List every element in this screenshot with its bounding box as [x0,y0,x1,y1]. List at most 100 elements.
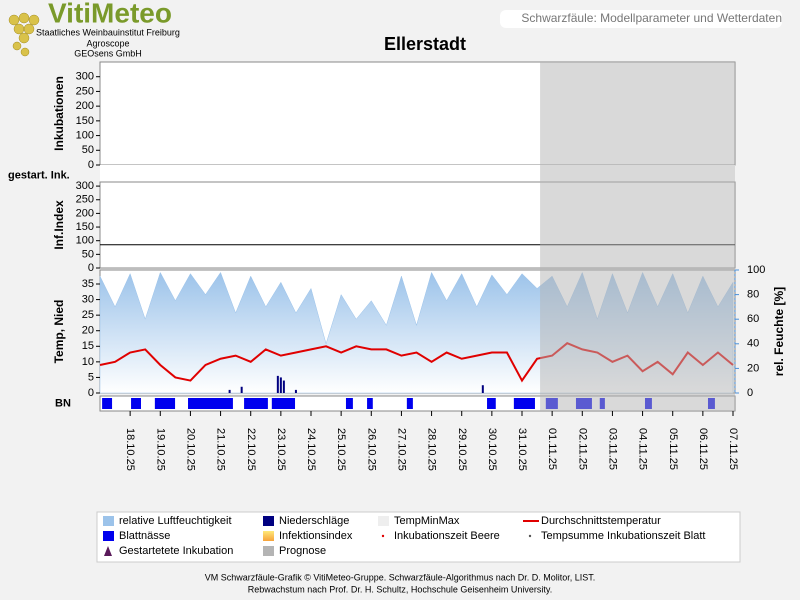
y-tick-label: 5 [88,371,94,383]
logo-line: Agroscope [86,38,129,48]
x-tick-label: 30.10.25 [486,428,498,471]
legend-label: Infektionsindex [279,530,353,542]
y-tick-label: 15 [82,340,94,352]
precip-bar [481,385,484,393]
y-axis-label: Temp, Nied [52,300,66,364]
leaf-wetness [345,398,353,409]
legend-label: relative Luftfeuchtigkeit [119,515,232,527]
legend-label: Tempsumme Inkubationszeit Blatt [541,530,705,542]
leaf-wetness [271,398,296,409]
leaf-wetness [367,398,373,409]
x-tick-label: 21.10.25 [215,428,227,471]
chart-title: Ellerstadt [384,34,466,54]
legend-label: Durchschnittstemperatur [541,515,661,527]
y-tick-label: 200 [76,100,94,112]
footer: VM Schwarzfäule-Grafik © VitiMeteo-Grupp… [205,572,596,582]
legend-swatch [381,534,385,538]
x-tick-label: 23.10.25 [275,428,287,471]
y-tick-label: 35 [82,278,94,290]
row-label: gestart. Ink. [8,169,70,181]
precip-bar [276,375,279,393]
x-tick-label: 20.10.25 [185,428,197,471]
precip-bar [228,389,231,393]
forecast-shade [540,62,735,411]
y-tick-label: 0 [88,262,94,274]
y-axis-label: Inkubationen [52,76,66,151]
y-tick-label: 0 [88,387,94,399]
logo-line: Staatliches Weinbauinstitut Freiburg [36,27,180,37]
y2-tick-label: 60 [747,313,759,325]
y-tick-label: 100 [76,235,94,247]
x-tick-label: 22.10.25 [245,428,257,471]
legend-swatch [528,534,532,538]
x-tick-label: 26.10.25 [365,428,377,471]
y-tick-label: 250 [76,194,94,206]
leaf-wetness [406,398,413,409]
precip-bar [279,377,282,393]
leaf-wetness [131,398,141,409]
legend-swatch [103,516,114,526]
y-tick-label: 10 [82,356,94,368]
x-tick-label: 24.10.25 [305,428,317,471]
y-tick-label: 250 [76,85,94,97]
x-tick-label: 05.11.25 [667,428,679,470]
y-tick-label: 0 [88,159,94,171]
precip-bar [282,380,285,393]
legend-label: Inkubationszeit Beere [394,530,500,542]
logo-text: VitiMeteo [48,0,172,28]
x-tick-label: 06.11.25 [697,428,709,470]
precip-bar [240,386,243,393]
precip-bar [294,389,297,393]
legend-label: Gestartetete Inkubation [119,545,233,557]
y-tick-label: 100 [76,129,94,141]
y-tick-label: 50 [82,144,94,156]
caption-box [500,10,782,28]
x-tick-label: 07.11.25 [727,428,739,470]
x-tick-label: 27.10.25 [396,428,408,471]
legend-label: Blattnässe [119,530,170,542]
legend-swatch [263,516,274,526]
y-tick-label: 150 [76,115,94,127]
leaf-wetness [102,398,113,409]
leaf-wetness [513,398,535,409]
y-axis-label: Inf.Index [52,200,66,250]
y-tick-label: 200 [76,207,94,219]
legend-swatch [104,546,112,556]
x-tick-label: 02.11.25 [576,428,588,470]
x-tick-label: 01.11.25 [546,428,558,470]
x-tick-label: 28.10.25 [426,428,438,471]
x-tick-label: 18.10.25 [124,428,136,471]
leaf-wetness [154,398,176,409]
leaf-wetness [244,398,268,409]
legend-box [96,511,741,563]
y2-tick-label: 20 [747,362,759,374]
y2-tick-label: 80 [747,289,759,301]
x-tick-label: 25.10.25 [335,428,347,471]
y2-axis-label: rel. Feuchte [%] [772,287,786,376]
x-tick-label: 31.10.25 [516,428,528,471]
legend-swatch [263,546,274,556]
row-label: BN [55,397,71,409]
y-tick-label: 30 [82,293,94,305]
legend-label: TempMinMax [394,515,460,527]
x-tick-label: 04.11.25 [637,428,649,470]
y2-tick-label: 40 [747,338,759,350]
logo-line: GEOsens GmbH [74,48,142,58]
x-tick-label: 19.10.25 [154,428,166,471]
legend-label: Prognose [279,545,326,557]
footer: Rebwachstum nach Prof. Dr. H. Schultz, H… [248,584,552,594]
legend-swatch [378,516,389,526]
leaf-wetness [188,398,233,409]
y-tick-label: 300 [76,180,94,192]
caption: Schwarzfäule: Modellparameter und Wetter… [521,11,782,25]
x-tick-label: 29.10.25 [456,428,468,471]
y-tick-label: 150 [76,221,94,233]
x-tick-label: 03.11.25 [607,428,619,470]
y-tick-label: 300 [76,71,94,83]
legend-label: Niederschläge [279,515,349,527]
y-tick-label: 20 [82,325,94,337]
logo-icon [8,12,40,57]
legend-swatch [103,531,114,541]
y2-tick-label: 0 [747,387,753,399]
